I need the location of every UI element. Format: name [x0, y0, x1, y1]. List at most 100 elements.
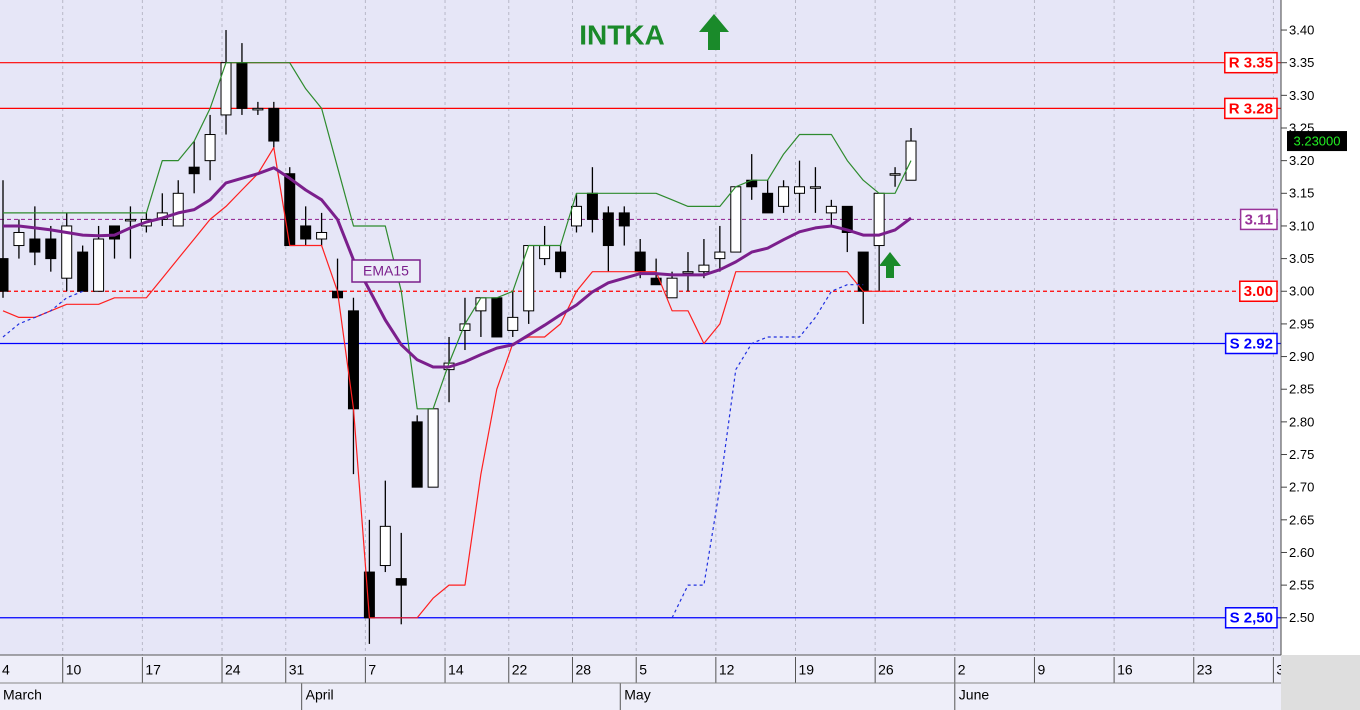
x-tick-label: 24 — [225, 662, 241, 678]
x-axis: 4 10 17 24 31 7 14 22 28 5 12 19 26 2 9 16 23 30 March Apri… — [0, 657, 1292, 710]
candle-body — [682, 271, 694, 274]
level-label: R 3.35 — [1229, 55, 1273, 72]
candle-body — [794, 186, 805, 194]
candle-body — [666, 277, 678, 299]
candle-body — [268, 107, 280, 142]
candle-body — [570, 205, 582, 227]
y-tick-label: 3.20 — [1289, 153, 1314, 168]
candle-body — [618, 212, 630, 227]
x-tick-label: 22 — [512, 662, 528, 678]
y-tick-label: 2.90 — [1289, 349, 1314, 364]
candle-body — [650, 277, 662, 286]
y-tick-label: 2.55 — [1289, 578, 1314, 593]
candle-body — [77, 251, 89, 292]
candle-body — [124, 218, 136, 222]
candle-body — [13, 231, 25, 247]
last-price-label: 3.23000 — [1294, 133, 1341, 148]
candle-body — [29, 238, 41, 253]
x-tick-label: 7 — [368, 662, 376, 678]
candle-body — [204, 134, 216, 162]
level-label: 3.00 — [1244, 283, 1273, 300]
x-tick-label: 26 — [878, 662, 894, 678]
candle-body — [873, 192, 885, 247]
level-label: S 2,50 — [1230, 610, 1273, 627]
level-label-box — [1224, 97, 1278, 120]
x-tick-label: 28 — [575, 662, 591, 678]
y-tick-label: 2.50 — [1289, 610, 1314, 625]
x-tick-label: 19 — [799, 662, 815, 678]
level-label: R 3.28 — [1229, 100, 1273, 117]
candle-body — [698, 264, 710, 273]
candle-body — [825, 205, 837, 214]
series-label-box — [351, 259, 421, 283]
candle-body — [172, 192, 184, 227]
candle-body — [93, 238, 105, 292]
level-label-box — [1224, 607, 1278, 629]
last-price-box — [1287, 131, 1347, 152]
candle-body — [395, 578, 407, 586]
y-axis-background — [1281, 0, 1360, 655]
level-label: 3.11 — [1245, 211, 1273, 228]
x-tick-label: 9 — [1037, 662, 1045, 678]
y-tick-label: 3.00 — [1289, 284, 1314, 299]
candle-body — [61, 225, 73, 279]
candle-body — [602, 212, 614, 247]
month-label: March — [3, 687, 42, 703]
chart-title: INTKA — [579, 19, 665, 50]
candle-body — [586, 192, 598, 220]
candle-body — [252, 107, 264, 111]
candle-body — [188, 166, 200, 175]
y-tick-label: 3.30 — [1289, 88, 1314, 103]
y-tick-label: 3.05 — [1289, 251, 1314, 266]
x-tick-label: 2 — [958, 662, 966, 678]
candle-body — [634, 251, 646, 273]
x-tick-label: 5 — [639, 662, 647, 678]
month-label: April — [306, 687, 334, 703]
candle-body — [762, 192, 774, 214]
y-tick-label: 3.40 — [1289, 22, 1314, 37]
series-label: EMA15 — [363, 263, 409, 279]
candle-body — [491, 297, 503, 338]
x-tick-label: 30 — [1276, 662, 1292, 678]
candle-body — [316, 231, 328, 240]
x-tick-label: 14 — [448, 662, 464, 678]
signal-arrow — [879, 252, 901, 278]
level-label-box — [1239, 280, 1278, 303]
candle-body — [0, 258, 9, 292]
candle-body — [300, 225, 312, 240]
plot-background — [0, 0, 1281, 655]
level-label-box — [1239, 208, 1278, 231]
candle-body — [730, 186, 742, 253]
candle-body — [411, 421, 423, 488]
candle-body — [347, 310, 359, 410]
candle-body — [555, 251, 567, 273]
level-label: S 2.92 — [1230, 335, 1273, 352]
candle-body — [284, 173, 296, 247]
y-axis: 2.50 2.55 2.60 2.65 2.70 2.75 2.80 2.85 2.90 2.95… — [1280, 0, 1347, 655]
level-label-box — [1224, 51, 1278, 74]
candle-body — [379, 525, 391, 567]
candle-body — [45, 238, 57, 260]
candle-body — [809, 186, 821, 189]
candle-body — [841, 205, 853, 233]
title-arrow — [699, 14, 729, 50]
y-tick-label: 3.10 — [1289, 218, 1314, 233]
month-label: June — [959, 687, 990, 703]
x-tick-label: 23 — [1197, 662, 1213, 678]
candle-body — [539, 245, 551, 260]
corner — [1281, 655, 1360, 710]
x-tick-label: 10 — [66, 662, 82, 678]
y-tick-label: 2.95 — [1289, 316, 1314, 331]
y-tick-label: 2.70 — [1289, 480, 1314, 495]
y-tick-label: 2.75 — [1289, 447, 1314, 462]
series-line — [3, 166, 912, 369]
candle-body — [857, 251, 869, 292]
y-tick-label: 3.15 — [1289, 186, 1314, 201]
x-tick-label: 17 — [145, 662, 161, 678]
x-tick-label: 16 — [1117, 662, 1133, 678]
candle-body — [427, 408, 439, 488]
series-line — [2, 147, 896, 619]
candle-body — [507, 316, 519, 331]
